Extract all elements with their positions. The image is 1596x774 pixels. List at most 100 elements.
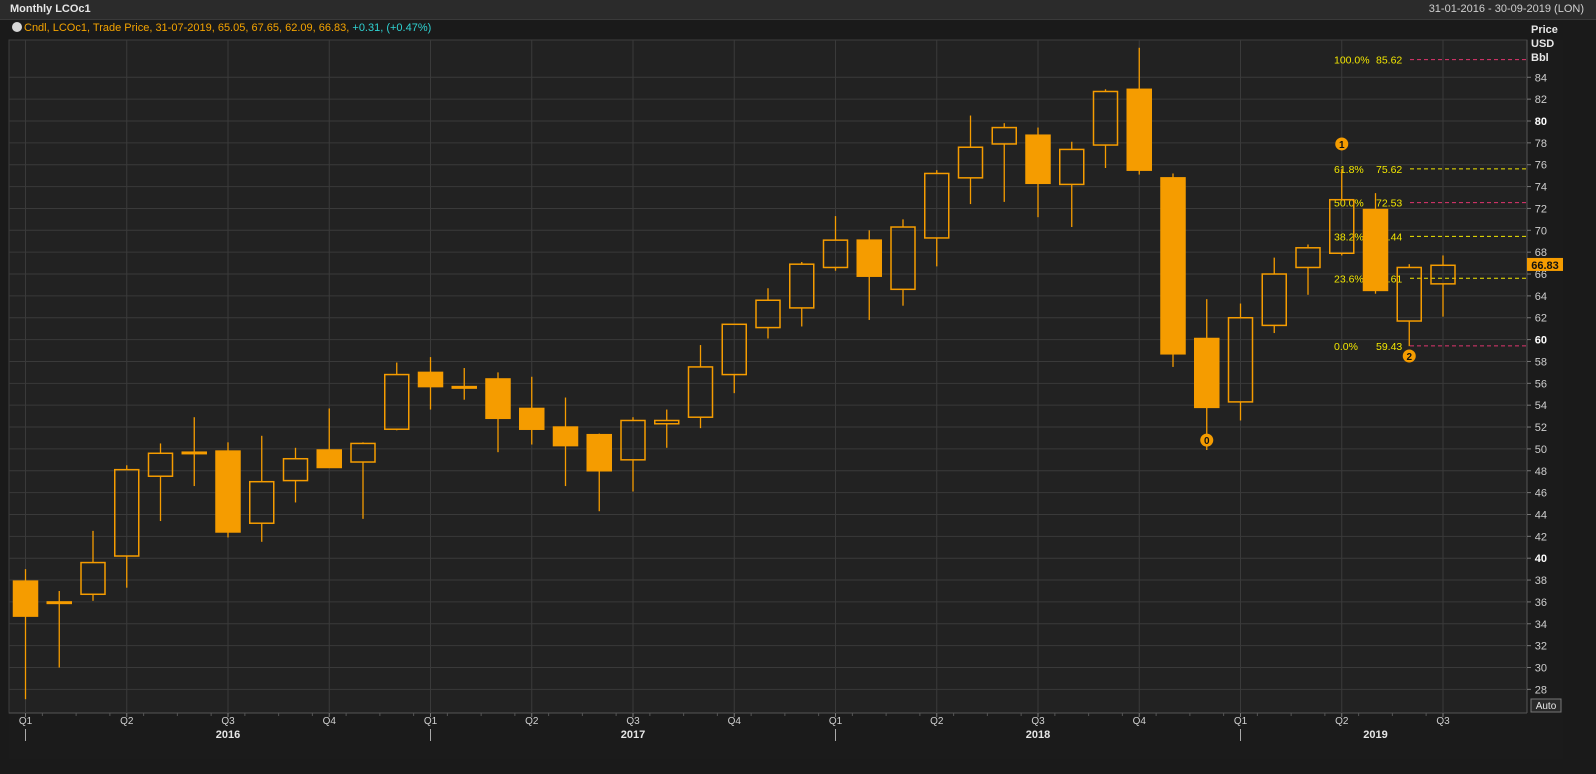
candle[interactable] — [384, 362, 410, 431]
candle[interactable] — [215, 442, 241, 538]
candle-body[interactable] — [1295, 247, 1321, 269]
candle-body[interactable] — [890, 226, 916, 291]
candle[interactable] — [552, 397, 579, 487]
candles[interactable] — [12, 47, 1456, 700]
series-legend[interactable]: Cndl, LCOc1, Trade Price, 31-07-2019, 65… — [12, 22, 431, 34]
candle[interactable] — [822, 216, 849, 271]
candle-body[interactable] — [856, 239, 882, 277]
series-settings-icon[interactable] — [12, 22, 22, 32]
candle-body[interactable] — [485, 378, 511, 420]
candle[interactable] — [721, 323, 747, 394]
candle[interactable] — [1227, 303, 1254, 421]
fib-marker[interactable]: 2 — [1402, 349, 1416, 363]
candle-body[interactable] — [1227, 316, 1254, 403]
candle-body[interactable] — [620, 419, 646, 461]
candle[interactable] — [755, 288, 781, 339]
candle[interactable] — [856, 230, 882, 320]
fib-marker[interactable]: 0 — [1200, 433, 1214, 448]
candle[interactable] — [1194, 299, 1220, 450]
candle[interactable] — [890, 219, 916, 306]
candle-body[interactable] — [552, 426, 579, 447]
candle-body[interactable] — [384, 373, 410, 430]
candle[interactable] — [80, 530, 106, 601]
candle[interactable] — [282, 447, 309, 503]
candle[interactable] — [957, 115, 984, 205]
fib-markers[interactable]: 0 1 2 — [1200, 137, 1416, 447]
x-year-label: 2019 — [1363, 729, 1387, 741]
candle-body[interactable] — [80, 561, 106, 596]
candle-body[interactable] — [282, 457, 309, 482]
auto-button[interactable]: Auto — [1530, 698, 1562, 713]
candle[interactable] — [1160, 173, 1186, 367]
candle[interactable] — [1126, 47, 1152, 175]
candle-body[interactable] — [249, 480, 275, 524]
date-range[interactable]: 31-01-2016 - 30-09-2019 (LON) — [1428, 3, 1584, 15]
candle-body[interactable] — [417, 371, 444, 388]
candle[interactable] — [350, 442, 376, 519]
candle-body[interactable] — [721, 323, 747, 376]
candle[interactable] — [1396, 264, 1422, 347]
candle[interactable] — [586, 433, 612, 512]
fib-marker[interactable]: 1 — [1335, 137, 1349, 151]
candle-body[interactable] — [1160, 177, 1186, 355]
x-tick-label: Q2 — [525, 716, 539, 727]
candle[interactable] — [485, 372, 511, 453]
candle[interactable] — [1295, 244, 1321, 295]
candle-body[interactable] — [1261, 273, 1287, 327]
candle[interactable] — [249, 435, 275, 542]
candle-body[interactable] — [1430, 264, 1456, 285]
candle-body[interactable] — [687, 366, 714, 418]
candle[interactable] — [654, 409, 680, 448]
candle-body[interactable] — [991, 126, 1017, 145]
candle[interactable] — [1025, 127, 1051, 218]
candle[interactable] — [1430, 255, 1456, 317]
candle-body[interactable] — [957, 146, 984, 179]
candle-body[interactable] — [114, 468, 140, 557]
candle-body[interactable] — [1396, 266, 1422, 322]
x-tick-label: Q1 — [424, 716, 438, 727]
candle-body[interactable] — [215, 450, 241, 533]
candle[interactable] — [924, 170, 950, 267]
candle-body[interactable] — [147, 452, 174, 477]
candle-body[interactable] — [1059, 148, 1085, 186]
candle-body[interactable] — [822, 239, 849, 269]
candle-body[interactable] — [316, 449, 342, 469]
candle-body[interactable] — [519, 407, 545, 430]
candle[interactable] — [114, 465, 140, 588]
candle-body[interactable] — [924, 172, 950, 239]
candle-body[interactable] — [451, 385, 477, 389]
candle[interactable] — [451, 368, 477, 400]
candle[interactable] — [12, 569, 39, 700]
candle-body[interactable] — [181, 451, 207, 455]
candle[interactable] — [1329, 169, 1355, 256]
candle-body[interactable] — [350, 442, 376, 463]
candle-body[interactable] — [1126, 88, 1152, 171]
candle-body[interactable] — [1092, 90, 1119, 146]
candle[interactable] — [991, 123, 1017, 202]
candle-body[interactable] — [46, 601, 72, 605]
candle-body[interactable] — [1329, 198, 1355, 255]
candle-body[interactable] — [1025, 134, 1051, 185]
candle[interactable] — [687, 345, 714, 429]
candle-body[interactable] — [1362, 208, 1389, 292]
candle-body[interactable] — [12, 580, 39, 617]
candle-body[interactable] — [1194, 337, 1220, 409]
candle[interactable] — [789, 261, 815, 327]
candle[interactable] — [46, 590, 72, 668]
candle-body[interactable] — [586, 433, 612, 472]
candle[interactable] — [417, 357, 444, 410]
candle-body[interactable] — [789, 263, 815, 309]
candle[interactable] — [1261, 257, 1287, 334]
candle[interactable] — [620, 417, 646, 492]
candle[interactable] — [519, 376, 545, 445]
candle[interactable] — [1362, 193, 1389, 294]
candle[interactable] — [316, 408, 342, 469]
candle[interactable] — [1059, 141, 1085, 228]
candle-body[interactable] — [755, 299, 781, 329]
candle-body[interactable] — [654, 419, 680, 425]
candle[interactable] — [147, 443, 174, 522]
candle[interactable] — [1092, 89, 1119, 168]
candle[interactable] — [181, 417, 207, 487]
y-tick-label: 34 — [1535, 619, 1547, 631]
